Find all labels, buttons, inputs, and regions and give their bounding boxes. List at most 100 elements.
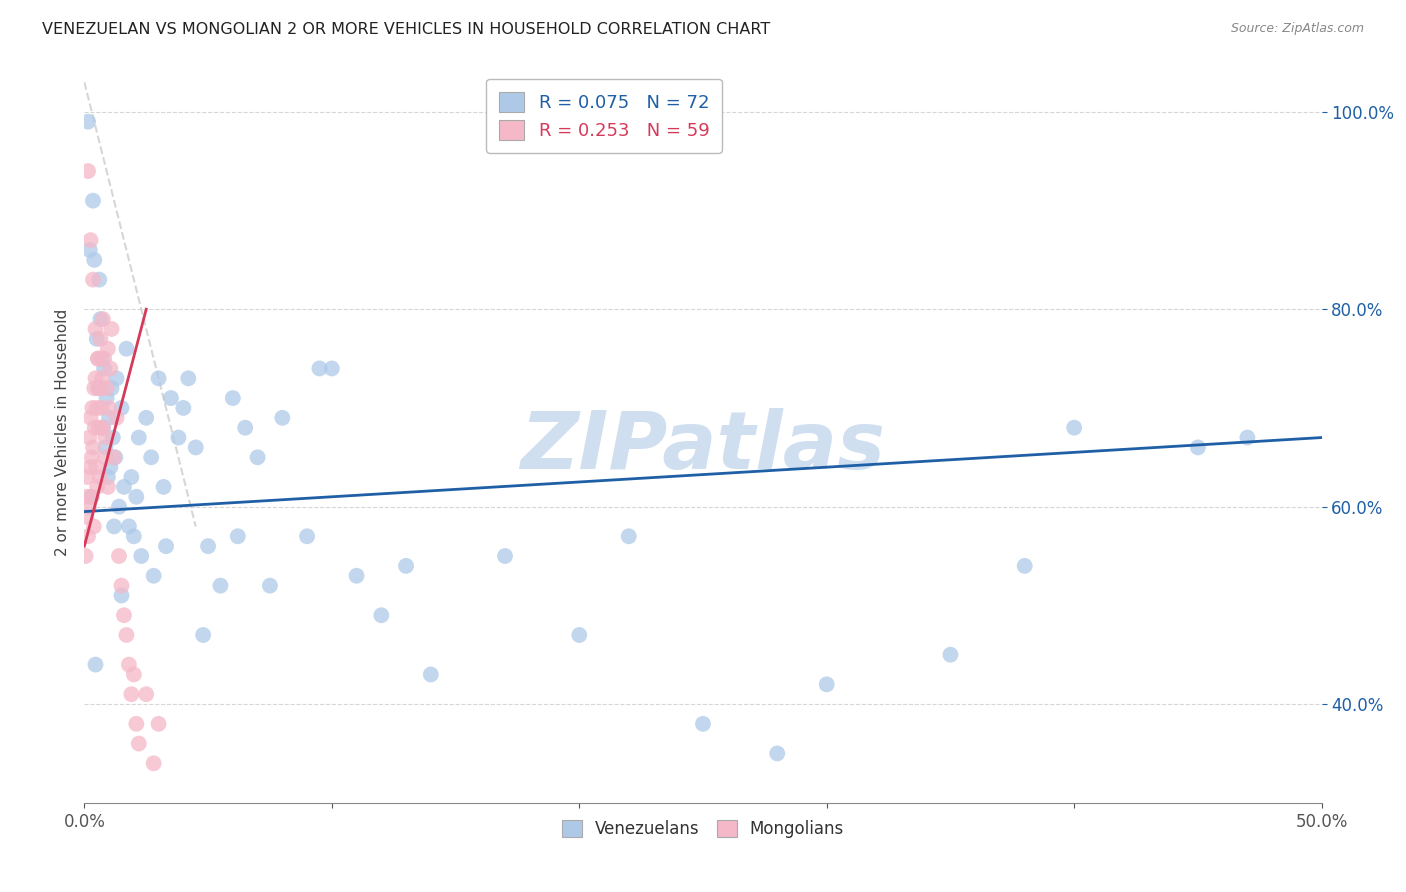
Point [815, 677, 838, 691]
Point [148, 371, 170, 385]
Point [89, 381, 111, 395]
Point [226, 529, 249, 543]
Point [295, 529, 318, 543]
Point [110, 589, 132, 603]
Point [617, 529, 640, 543]
Point [93, 351, 115, 366]
Point [152, 480, 174, 494]
Point [271, 410, 294, 425]
Point [82, 272, 104, 286]
Point [125, 490, 148, 504]
Point [84, 657, 107, 672]
Point [120, 470, 142, 484]
Point [80, 450, 103, 465]
Point [105, 410, 128, 425]
Y-axis label: 2 or more Vehicles in Household: 2 or more Vehicles in Household [55, 309, 70, 557]
Point [135, 687, 157, 701]
Point [79, 410, 101, 425]
Point [98, 410, 121, 425]
Point [90, 420, 112, 434]
Point [1063, 420, 1085, 434]
Point [76, 470, 98, 484]
Point [125, 716, 148, 731]
Text: VENEZUELAN VS MONGOLIAN 2 OR MORE VEHICLES IN HOUSEHOLD CORRELATION CHART: VENEZUELAN VS MONGOLIAN 2 OR MORE VEHICL… [42, 22, 770, 37]
Point [91, 371, 114, 385]
Point [83, 519, 105, 533]
Point [118, 657, 141, 672]
Point [82, 441, 104, 455]
Point [222, 391, 245, 405]
Point [87, 420, 110, 434]
Point [115, 342, 138, 356]
Point [135, 410, 157, 425]
Point [110, 401, 132, 415]
Point [76, 490, 98, 504]
Point [100, 322, 122, 336]
Point [84, 371, 107, 385]
Point [83, 420, 105, 434]
Point [1187, 441, 1209, 455]
Point [90, 351, 112, 366]
Point [89, 470, 111, 484]
Point [246, 450, 269, 465]
Point [209, 579, 232, 593]
Point [87, 381, 110, 395]
Point [142, 756, 165, 771]
Point [94, 441, 117, 455]
Point [91, 312, 114, 326]
Point [120, 687, 142, 701]
Point [89, 381, 111, 395]
Point [148, 716, 170, 731]
Point [86, 401, 108, 415]
Point [80, 490, 103, 504]
Point [87, 351, 110, 366]
Point [94, 431, 117, 445]
Point [91, 420, 114, 434]
Point [939, 648, 962, 662]
Point [184, 441, 207, 455]
Point [115, 628, 138, 642]
Point [86, 480, 108, 494]
Point [86, 332, 108, 346]
Point [89, 272, 111, 286]
Point [79, 243, 101, 257]
Point [105, 371, 128, 385]
Point [197, 539, 219, 553]
Point [75, 549, 97, 563]
Point [370, 608, 392, 623]
Text: ZIPatlas: ZIPatlas [520, 409, 886, 486]
Point [1236, 431, 1258, 445]
Point [142, 568, 165, 582]
Point [91, 420, 114, 434]
Point [96, 391, 118, 405]
Point [346, 568, 368, 582]
Point [110, 579, 132, 593]
Legend: Venezuelans, Mongolians: Venezuelans, Mongolians [554, 812, 852, 847]
Point [89, 332, 111, 346]
Point [108, 500, 131, 514]
Point [98, 460, 121, 475]
Point [89, 312, 111, 326]
Point [191, 628, 214, 642]
Point [128, 737, 150, 751]
Point [129, 549, 152, 563]
Point [79, 460, 101, 475]
Point [112, 608, 135, 623]
Point [172, 401, 194, 415]
Point [568, 628, 591, 642]
Point [98, 401, 121, 415]
Point [160, 391, 183, 405]
Point [79, 233, 101, 247]
Point [259, 579, 281, 593]
Point [112, 480, 135, 494]
Point [177, 371, 200, 385]
Point [98, 361, 121, 376]
Point [77, 164, 100, 178]
Point [103, 450, 125, 465]
Point [308, 361, 330, 376]
Point [233, 420, 256, 434]
Point [82, 194, 104, 208]
Point [128, 431, 150, 445]
Point [122, 529, 145, 543]
Point [118, 519, 141, 533]
